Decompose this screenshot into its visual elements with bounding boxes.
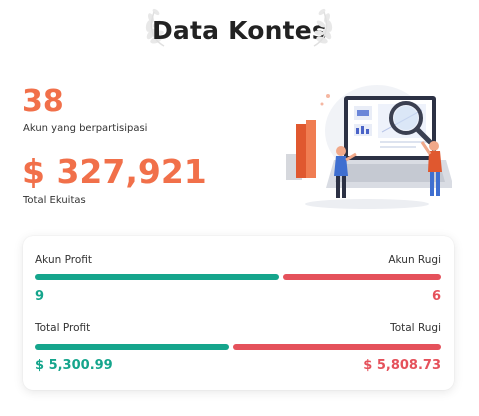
total-loss-value: $ 5,808.73 bbox=[363, 358, 441, 373]
profit-accounts-label: Akun Profit bbox=[35, 254, 92, 266]
total-loss-bar bbox=[233, 344, 441, 350]
participants-label: Akun yang berpartisipasi bbox=[23, 123, 148, 134]
total-equity-label: Total Ekuitas bbox=[23, 195, 86, 206]
loss-accounts-bar bbox=[283, 274, 441, 280]
total-profit-value: $ 5,300.99 bbox=[35, 358, 113, 373]
accounts-ratio-bar bbox=[35, 274, 441, 280]
data-analysis-illustration bbox=[286, 85, 452, 209]
participants-count: 38 bbox=[22, 84, 64, 119]
profit-loss-summary-card: Akun Profit Akun Rugi 9 6 Total Profit T… bbox=[23, 236, 454, 390]
profit-accounts-value: 9 bbox=[35, 289, 45, 304]
loss-accounts-value: 6 bbox=[431, 289, 441, 304]
total-loss-label: Total Rugi bbox=[390, 322, 441, 334]
header: Data Kontes bbox=[0, 0, 479, 62]
laurel-left-icon bbox=[145, 8, 165, 47]
laurel-right-icon bbox=[313, 8, 333, 47]
total-equity-value: $ 327,921 bbox=[22, 152, 207, 191]
totals-ratio-bar bbox=[35, 344, 441, 350]
total-profit-bar bbox=[35, 344, 229, 350]
loss-accounts-label: Akun Rugi bbox=[388, 254, 441, 266]
profit-accounts-bar bbox=[35, 274, 279, 280]
page-title: Data Kontes bbox=[151, 16, 328, 45]
total-profit-label: Total Profit bbox=[35, 322, 91, 334]
